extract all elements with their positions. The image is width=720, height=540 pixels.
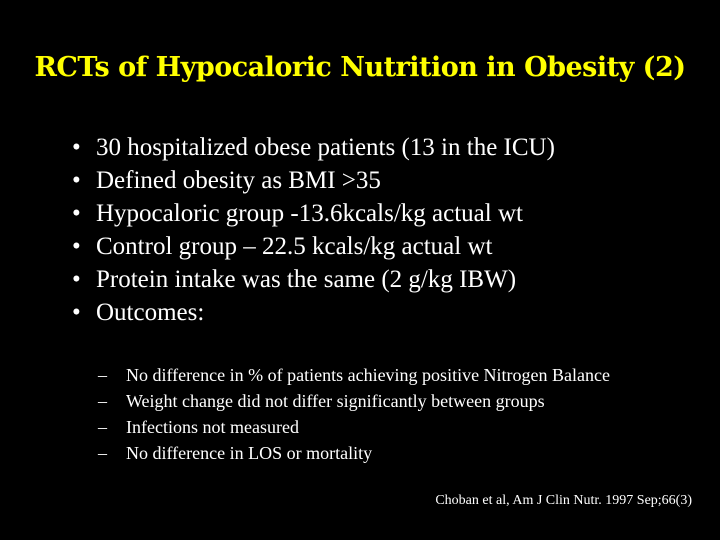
bullet-list: 30 hospitalized obese patients (13 in th…	[72, 131, 555, 329]
sub-bullet-list: No difference in % of patients achieving…	[98, 362, 610, 466]
bullet-item: Hypocaloric group -13.6kcals/kg actual w…	[72, 197, 555, 230]
bullet-item: Control group – 22.5 kcals/kg actual wt	[72, 230, 555, 263]
bullet-item: Outcomes:	[72, 296, 555, 329]
sub-bullet-item: Weight change did not differ significant…	[98, 388, 610, 414]
sub-bullet-item: No difference in LOS or mortality	[98, 440, 610, 466]
bullet-item: Defined obesity as BMI >35	[72, 164, 555, 197]
sub-bullet-item: No difference in % of patients achieving…	[98, 362, 610, 388]
bullet-item: Protein intake was the same (2 g/kg IBW)	[72, 263, 555, 296]
bullet-item: 30 hospitalized obese patients (13 in th…	[72, 131, 555, 164]
sub-bullet-item: Infections not measured	[98, 414, 610, 440]
slide-title: RCTs of Hypocaloric Nutrition in Obesity…	[34, 52, 686, 83]
citation: Choban et al, Am J Clin Nutr. 1997 Sep;6…	[435, 493, 692, 508]
